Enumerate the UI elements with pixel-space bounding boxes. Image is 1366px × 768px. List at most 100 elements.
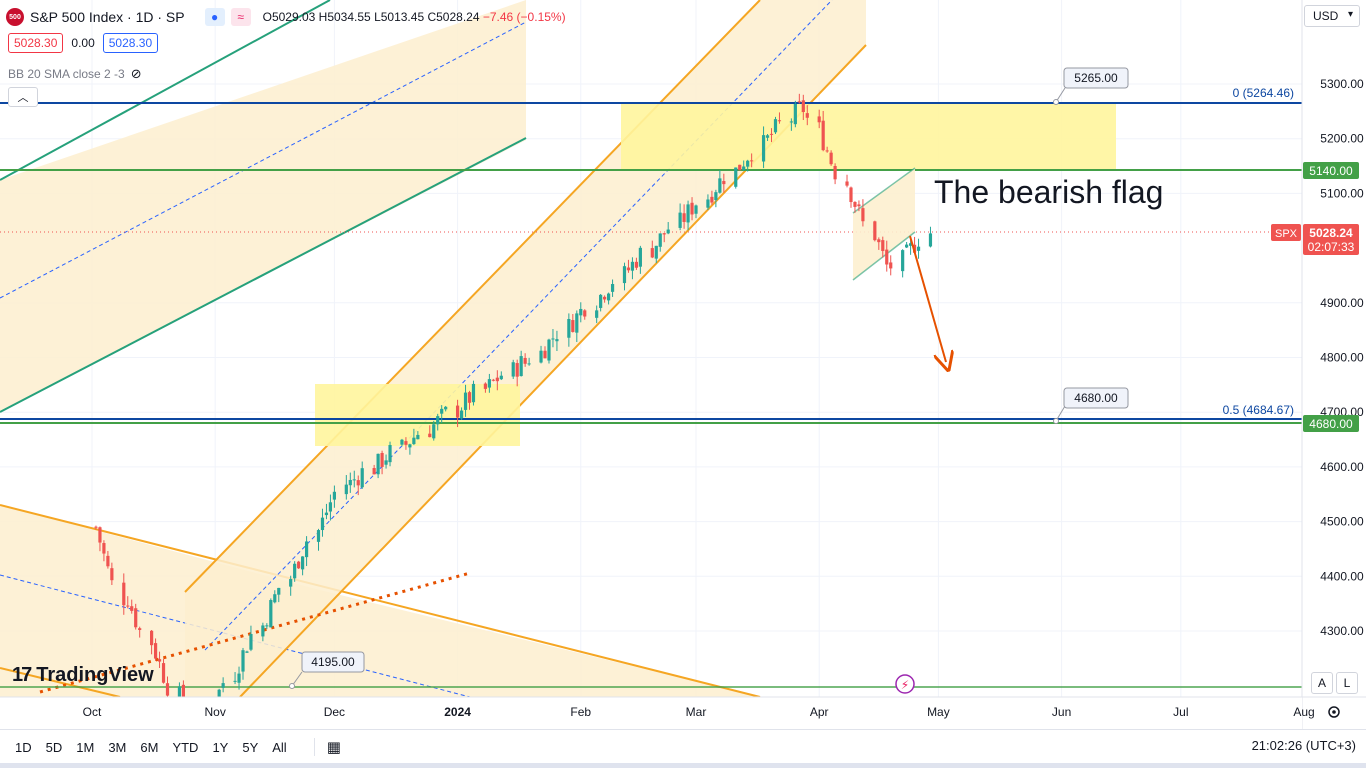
date-range-calendar-icon[interactable]: ▦ bbox=[313, 738, 341, 756]
candle-body bbox=[320, 517, 325, 531]
callout-5265-anchor bbox=[1053, 99, 1059, 105]
ascending-channel-top bbox=[184, 0, 761, 593]
price-label-4680: 4680.00 bbox=[1309, 417, 1353, 431]
candle-body bbox=[499, 375, 503, 380]
candle-body bbox=[249, 633, 253, 650]
candle-body bbox=[328, 502, 333, 512]
price-label-5140: 5140.00 bbox=[1309, 164, 1353, 178]
candle-body bbox=[761, 135, 766, 162]
candle-body bbox=[269, 600, 273, 628]
candle-body bbox=[567, 319, 571, 338]
range-5y[interactable]: 5Y bbox=[242, 739, 259, 755]
fib-05-label: 0.5 (4684.67) bbox=[1223, 403, 1294, 417]
currency-select[interactable]: USD ▾ bbox=[1304, 5, 1360, 27]
time-axis-bg bbox=[0, 697, 1302, 729]
candle-body bbox=[714, 192, 718, 201]
candle-body bbox=[233, 680, 237, 682]
candle-body bbox=[738, 164, 742, 171]
candle-body bbox=[686, 204, 690, 223]
upper-left-channel-top bbox=[0, 0, 331, 181]
event-marker-icon bbox=[895, 674, 915, 694]
eye-toggle-icon[interactable]: ● bbox=[204, 8, 225, 26]
candle-body bbox=[551, 338, 555, 340]
candle-body bbox=[539, 350, 543, 363]
candle-body bbox=[273, 594, 277, 603]
sell-price-button[interactable]: 5028.30 bbox=[8, 33, 64, 53]
utc-clock[interactable]: 21:02:26 (UTC+3) bbox=[1251, 738, 1356, 753]
candle-body bbox=[384, 460, 388, 465]
candle-body bbox=[471, 383, 476, 403]
ohlc-values: O5029.03 H5034.55 L5013.45 C5028.24 −7.4… bbox=[263, 10, 566, 24]
tradingview-mark-icon: 17 bbox=[12, 664, 32, 686]
candle-body bbox=[388, 445, 392, 463]
ohlc-change: −7.46 (−0.15%) bbox=[482, 10, 566, 24]
candle-body bbox=[634, 261, 639, 268]
candle-body bbox=[130, 606, 134, 611]
collapse-legend-button[interactable]: ︿ bbox=[8, 87, 38, 107]
candle-body bbox=[666, 229, 670, 234]
candle-body bbox=[658, 233, 662, 247]
price-tick-label: 4400.00 bbox=[1320, 569, 1364, 583]
chevron-down-icon: ▾ bbox=[1347, 9, 1353, 20]
candle-body bbox=[416, 434, 420, 440]
candle-body bbox=[861, 208, 865, 222]
candle-body bbox=[595, 310, 599, 318]
candle-body bbox=[606, 293, 611, 301]
candle-body bbox=[873, 221, 877, 241]
candle-body bbox=[376, 453, 380, 475]
candle-body bbox=[630, 261, 635, 271]
range-6m[interactable]: 6M bbox=[140, 739, 159, 755]
range-3m[interactable]: 3M bbox=[108, 739, 127, 755]
eye-hidden-icon[interactable]: ⊘ bbox=[130, 66, 142, 81]
candle-body bbox=[487, 379, 491, 388]
range-5d[interactable]: 5D bbox=[45, 739, 63, 755]
candle-body bbox=[428, 433, 432, 438]
indicator-legend[interactable]: BB 20 SMA close 2 -3 ⊘ bbox=[8, 66, 142, 82]
price-tick-label: 4300.00 bbox=[1320, 624, 1364, 638]
countdown-label: 02:07:33 bbox=[1308, 240, 1355, 254]
candle-body bbox=[849, 187, 853, 203]
candle-body bbox=[165, 683, 170, 696]
candle-body bbox=[845, 181, 849, 186]
range-1m[interactable]: 1M bbox=[76, 739, 95, 755]
candle-body bbox=[491, 379, 495, 381]
range-1d[interactable]: 1D bbox=[15, 739, 32, 755]
upper-left-channel-bottom bbox=[0, 137, 527, 413]
candle-body bbox=[245, 651, 249, 653]
buy-price-button[interactable]: 5028.30 bbox=[102, 33, 159, 53]
candle-body bbox=[523, 357, 527, 364]
time-tick-label: Feb bbox=[570, 705, 591, 719]
candle-body bbox=[610, 284, 615, 292]
candle-body bbox=[769, 133, 774, 135]
candle-body bbox=[877, 239, 881, 243]
time-tick-label: Nov bbox=[205, 705, 226, 719]
compare-wave-icon[interactable]: ≈ bbox=[230, 8, 251, 26]
candle-body bbox=[153, 643, 158, 659]
candle-body bbox=[380, 452, 384, 467]
candle-body bbox=[515, 363, 519, 377]
time-tick-label: Dec bbox=[324, 705, 345, 719]
resistance-zone bbox=[621, 103, 1116, 170]
descending-channel-mid bbox=[0, 574, 471, 698]
candle-body bbox=[237, 673, 241, 683]
range-all[interactable]: All bbox=[272, 739, 287, 755]
candle-body bbox=[746, 160, 750, 167]
candle-body bbox=[241, 650, 245, 672]
candle-body bbox=[833, 166, 837, 180]
candle-body bbox=[150, 630, 154, 646]
range-1y[interactable]: 1Y bbox=[212, 739, 229, 755]
log-scale-button[interactable]: L bbox=[1336, 672, 1358, 694]
event-marker-glyph: ⚡ bbox=[901, 678, 909, 692]
tradingview-logo[interactable]: 17 TradingView bbox=[12, 664, 154, 687]
candle-body bbox=[889, 262, 893, 269]
symbol-title[interactable]: S&P 500 Index · 1D · SP bbox=[30, 9, 185, 25]
candle-body bbox=[694, 205, 698, 214]
range-ytd[interactable]: YTD bbox=[172, 739, 199, 755]
candle-body bbox=[459, 410, 464, 419]
candle-body bbox=[221, 683, 225, 688]
candle-body bbox=[916, 246, 921, 251]
auto-scale-button[interactable]: A bbox=[1311, 672, 1333, 694]
candle-body bbox=[277, 587, 281, 595]
bearish-flag-fill bbox=[853, 168, 915, 280]
